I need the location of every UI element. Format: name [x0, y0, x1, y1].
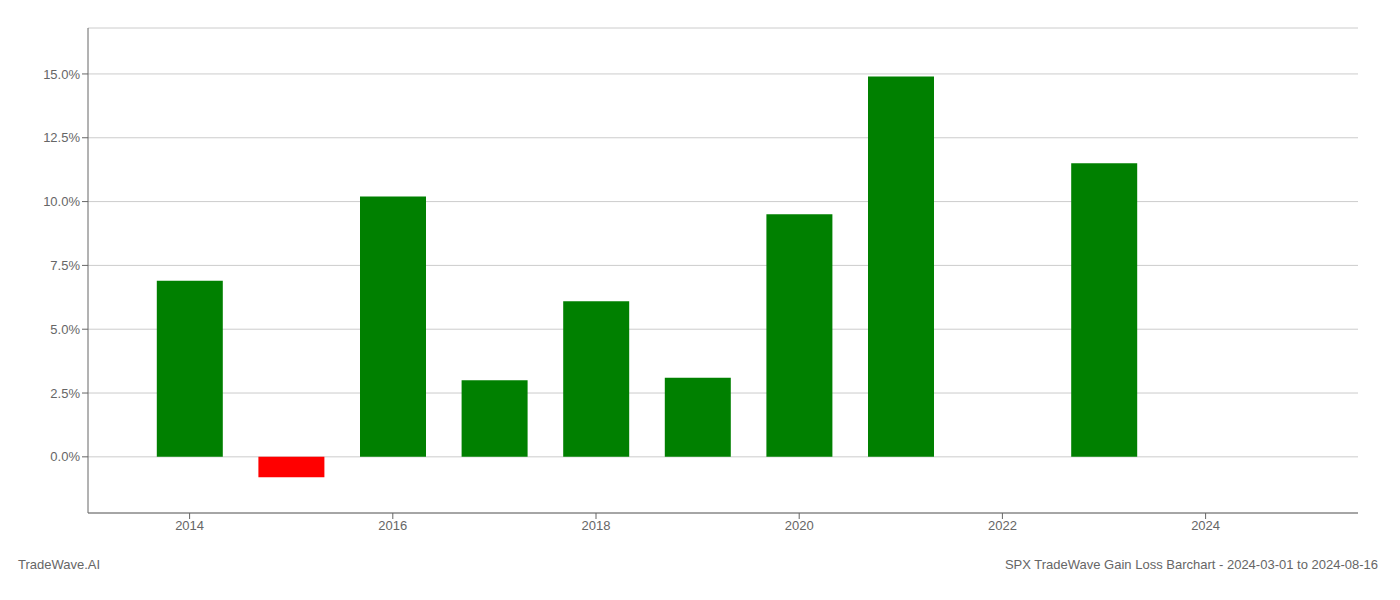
svg-text:15.0%: 15.0%	[43, 67, 80, 82]
svg-text:0.0%: 0.0%	[50, 449, 80, 464]
svg-text:2018: 2018	[582, 518, 611, 533]
svg-text:2014: 2014	[175, 518, 204, 533]
svg-text:2.5%: 2.5%	[50, 386, 80, 401]
svg-text:2022: 2022	[988, 518, 1017, 533]
svg-text:2024: 2024	[1191, 518, 1220, 533]
svg-text:2016: 2016	[378, 518, 407, 533]
html-text:SPX TradeWave Gain Loss Barcha: SPX TradeWave Gain Loss Barchart - 2024-…	[1004, 557, 1378, 572]
html-text:TradeWave.AI: TradeWave.AI	[18, 557, 101, 572]
svg-text:12.5%: 12.5%	[43, 130, 80, 145]
svg-text:2020: 2020	[785, 518, 814, 533]
svg-text:5.0%: 5.0%	[50, 322, 80, 337]
svg-text:7.5%: 7.5%	[50, 258, 80, 273]
svg-text:10.0%: 10.0%	[43, 194, 80, 209]
